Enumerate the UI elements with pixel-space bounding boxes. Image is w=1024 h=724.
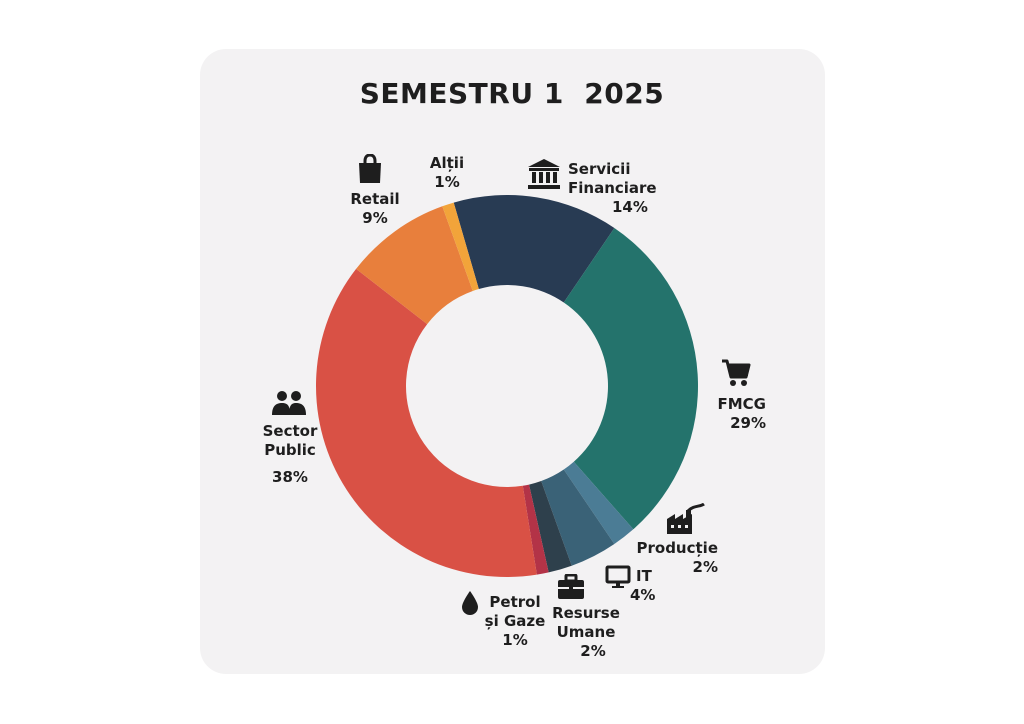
label-sector-name-2: Public [264, 441, 316, 459]
label-petrol-gaze: Petrol și Gaze 1% [478, 593, 552, 650]
label-resurse-umane: Resurse Umane 2% [548, 604, 624, 661]
label-sector-name-1: Sector [262, 422, 318, 440]
label-retail-name: Retail [350, 190, 400, 208]
label-servicii-name-1: Servicii [568, 160, 631, 178]
slice-petrol-si-gaze [522, 484, 549, 575]
slice-fmcg [563, 228, 698, 530]
label-petrol-name-2: și Gaze [484, 612, 546, 630]
label-productie-pct: 2% [692, 558, 718, 576]
label-it: IT 4% [630, 567, 655, 605]
label-servicii-financiare: Servicii Financiare 14% [568, 160, 657, 217]
donut-slices [315, 195, 698, 578]
slice-sector-public [315, 268, 537, 578]
slice-retail [356, 206, 473, 325]
label-petrol-pct: 1% [502, 631, 528, 649]
slice-it [541, 469, 615, 566]
label-resurse-pct: 2% [580, 642, 606, 660]
label-it-name: IT [636, 567, 652, 585]
shopping-cart-icon [722, 359, 751, 386]
chart-title: SEMESTRU 1 2025 [359, 77, 665, 110]
oil-drop-icon [462, 591, 478, 615]
label-sector-pct: 38% [272, 468, 308, 486]
slice-servicii-financiare [453, 195, 615, 303]
label-fmcg-pct: 29% [730, 414, 766, 432]
users-icon [272, 391, 306, 415]
monitor-icon [605, 565, 631, 588]
label-retail-pct: 9% [362, 209, 388, 227]
slice-altii [442, 202, 479, 291]
label-fmcg-name: FMCG [717, 395, 767, 413]
label-petrol-name-1: Petrol [489, 593, 541, 611]
briefcase-icon [558, 574, 584, 599]
label-altii-name: Alții [429, 154, 465, 172]
factory-icon [667, 503, 705, 534]
label-resurse-name-1: Resurse [552, 604, 620, 622]
shopping-bag-icon [359, 154, 381, 183]
label-servicii-name-2: Financiare [568, 179, 657, 197]
slice-productie [563, 461, 634, 544]
label-productie-name: Producție [636, 539, 719, 557]
label-altii-pct: 1% [434, 173, 460, 191]
slice-resurse-umane [529, 481, 572, 573]
label-servicii-pct: 14% [612, 198, 648, 216]
label-fmcg: FMCG 29% [706, 395, 767, 433]
label-retail: Retail 9% [340, 190, 410, 228]
label-resurse-name-2: Umane [556, 623, 616, 641]
label-it-pct: 4% [630, 586, 656, 604]
label-sector-public: Sector Public 38% [250, 422, 330, 487]
label-productie: Producție 2% [636, 539, 719, 577]
label-altii: Alții 1% [420, 154, 474, 192]
bank-icon [528, 159, 560, 189]
